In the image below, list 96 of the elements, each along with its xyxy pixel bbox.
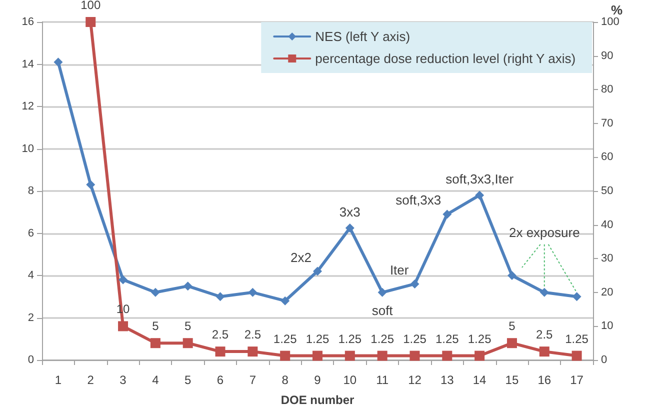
annotation: soft,3x3: [396, 192, 442, 208]
point: [216, 292, 225, 302]
x-tick-label: 2: [87, 373, 94, 387]
y-tick-label: 0: [28, 354, 34, 366]
point: [475, 190, 484, 200]
data-label: 1.25: [435, 332, 460, 346]
point: [507, 271, 516, 280]
y2-tick-label: 40: [601, 218, 614, 231]
y2-tick-label: 30: [601, 252, 614, 265]
point: [183, 282, 192, 291]
x-tick-label: 9: [314, 373, 322, 387]
y-tick-label: 4: [28, 270, 34, 282]
annotation: 2x exposure: [508, 224, 580, 240]
point: [86, 17, 96, 27]
point: [442, 210, 452, 219]
legend-label: percentage dose reduction level (right Y axis): [315, 51, 576, 66]
x-tick-label: 17: [570, 373, 584, 387]
point: [377, 350, 388, 361]
y2-tick-label: 0: [601, 354, 608, 366]
data-label: 5: [184, 319, 192, 334]
point: [344, 350, 355, 361]
legend-label: NES (left Y axis): [315, 29, 410, 44]
point: [442, 350, 452, 361]
data-label: 2.5: [244, 328, 262, 342]
x-tick-label: 1: [54, 373, 62, 387]
point: [150, 338, 160, 348]
y-tick-label: 12: [22, 100, 34, 112]
point: [150, 288, 160, 297]
x-tick-label: 16: [538, 373, 552, 387]
y2-tick-label: 100: [601, 16, 620, 28]
y-tick-label: 6: [28, 227, 34, 240]
data-label: 100: [80, 0, 101, 12]
x-tick-label: 6: [216, 373, 224, 387]
y-tick-label: 8: [28, 185, 34, 197]
y2-tick-label: 90: [601, 50, 614, 62]
point: [248, 288, 258, 297]
data-label: 1.25: [338, 332, 362, 346]
point: [313, 266, 322, 276]
point: [86, 180, 96, 190]
y2-tick-label: 70: [601, 117, 614, 130]
annotation: soft,3x3,Iter: [446, 172, 514, 187]
point: [118, 321, 128, 332]
point: [345, 223, 354, 232]
x-tick-label: 14: [472, 373, 487, 387]
point: [378, 288, 387, 297]
point: [572, 292, 582, 302]
x-tick-label: 13: [440, 373, 454, 387]
data-label: 2.5: [212, 328, 229, 342]
y-tick-label: 14: [22, 58, 34, 70]
x-tick-label: 12: [408, 373, 422, 387]
annotation: 3x3: [339, 204, 360, 220]
y2-axis-title: %: [611, 2, 623, 18]
data-label: 1.25: [306, 332, 330, 346]
data-label: 1.25: [468, 332, 492, 346]
x-tick-label: 5: [184, 373, 192, 387]
x-tick-label: 4: [152, 373, 160, 387]
annotation: soft: [372, 302, 394, 318]
point: [118, 275, 128, 284]
point: [572, 350, 582, 361]
x-tick-label: 15: [505, 373, 519, 387]
point: [248, 346, 258, 357]
x-tick-label: 8: [282, 373, 289, 387]
point: [215, 346, 226, 357]
x-tick-label: 11: [376, 373, 389, 387]
point: [410, 350, 420, 361]
x-tick-label: 3: [120, 373, 127, 387]
y2-tick-label: 20: [601, 286, 614, 298]
data-label: 1.25: [370, 332, 394, 346]
y-tick-label: 10: [22, 142, 34, 155]
point: [506, 338, 517, 348]
point: [474, 350, 485, 361]
annotation: 2x2: [290, 250, 312, 265]
data-label: 1.25: [565, 332, 589, 346]
point: [280, 296, 290, 306]
y2-tick-label: 60: [601, 151, 614, 164]
y2-tick-label: 10: [601, 320, 614, 332]
point: [280, 350, 290, 361]
x-axis-title: DOE number: [280, 393, 354, 407]
data-label: 5: [508, 319, 516, 334]
y2-tick-label: 80: [601, 84, 614, 96]
data-label: 1.25: [273, 332, 298, 346]
data-label: 5: [152, 319, 160, 334]
y2-tick-label: 50: [601, 185, 614, 197]
point: [410, 279, 420, 288]
point: [540, 288, 549, 297]
data-label: 2.5: [536, 328, 554, 342]
point: [54, 58, 63, 67]
y-tick-label: 2: [28, 312, 34, 324]
point: [182, 338, 193, 348]
data-label: 1.25: [403, 332, 427, 346]
point: [312, 350, 322, 361]
y-tick-label: 16: [22, 16, 34, 28]
x-tick-label: 7: [249, 373, 256, 387]
annotation: Iter: [390, 262, 410, 278]
x-tick-label: 10: [343, 373, 357, 387]
point: [539, 346, 550, 357]
